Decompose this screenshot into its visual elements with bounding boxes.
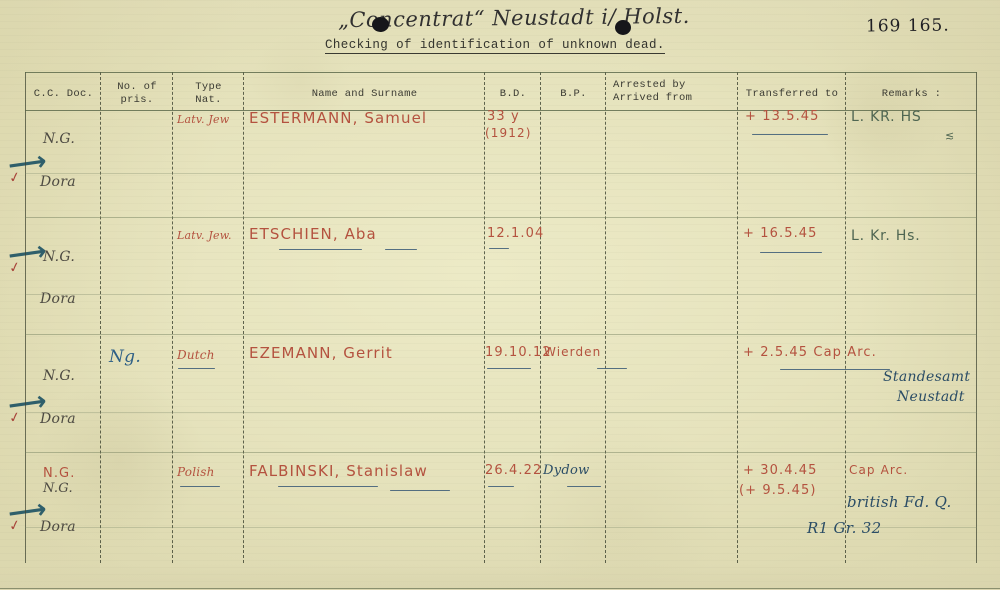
cell-remarks-line1: Standesamt <box>883 369 971 385</box>
column-divider-cc-doc <box>100 72 101 563</box>
column-divider-transferred <box>845 72 846 563</box>
underline-type-nat <box>178 368 215 369</box>
cell-cc-doc-value: N.G. <box>43 368 76 384</box>
column-divider-name <box>484 72 485 563</box>
underline-surname <box>278 486 378 487</box>
cell-cc-doc-value-red: N.G. <box>43 466 76 481</box>
cell-bd-age: 33 y <box>487 109 520 124</box>
cell-remarks-line2: british Fd. Q. <box>847 493 952 511</box>
table-header-bottom-rule <box>25 110 977 111</box>
records-table: C.C. Doc. No. of pris. Type Nat. Name an… <box>25 72 977 563</box>
table-border-left <box>25 72 26 563</box>
cell-transferred-line1: + 30.4.45 <box>743 463 818 478</box>
column-header-cc-doc: C.C. Doc. <box>33 88 94 100</box>
row-divider-2 <box>25 334 977 335</box>
cell-bd: 26.4.22 <box>485 463 543 478</box>
cell-remarks: L. KR. HS <box>851 109 922 125</box>
underline-type-nat <box>180 486 220 487</box>
cell-type-nat: Dutch <box>177 348 215 362</box>
column-header-bd: B.D. <box>499 88 527 100</box>
column-divider-bp <box>605 72 606 563</box>
cell-transferred-to: + 2.5.45 Cap Arc. <box>743 345 877 360</box>
ink-blot-icon <box>372 17 389 32</box>
table-header-top-rule <box>25 72 977 73</box>
cell-cc-doc-value-pencil: N.G. <box>43 481 73 496</box>
cell-type-nat: Latv. Jew. <box>177 229 232 242</box>
underline-surname <box>279 249 362 250</box>
column-header-transferred-to: Transferred to <box>745 88 839 100</box>
cell-remarks-mark: ≲ <box>945 129 956 142</box>
cell-no-pris: Ng. <box>109 347 142 367</box>
cell-remarks-line2: Neustadt <box>897 389 965 405</box>
row-subrule-2 <box>25 294 977 295</box>
underline-transferred <box>760 252 822 253</box>
underline-bd <box>487 368 531 369</box>
cell-remarks-line1: Cap Arc. <box>849 463 909 477</box>
underline-bd <box>489 248 509 249</box>
column-header-bp: B.P. <box>560 88 587 100</box>
cell-bd: 19.10.12 <box>485 345 552 360</box>
underline-firstname <box>385 249 417 250</box>
cell-cc-doc-camp: Dora <box>40 411 76 427</box>
column-divider-type-nat <box>243 72 244 563</box>
underline-transferred <box>780 369 890 370</box>
underline-bp <box>597 368 627 369</box>
row-subrule-4 <box>25 527 977 528</box>
cell-transferred-to: + 16.5.45 <box>743 226 818 241</box>
cell-name-surname: FALBINSKI, Stanislaw <box>249 462 428 480</box>
cell-type-nat: Polish <box>177 465 215 479</box>
cell-cc-doc-value: N.G. <box>43 131 76 147</box>
row-divider-1 <box>25 217 977 218</box>
cell-cc-doc-camp: Dora <box>40 291 76 307</box>
cell-remarks-line3: R1 Gr. 32 <box>807 519 882 537</box>
column-divider-no-pris <box>172 72 173 563</box>
document-header: „Concentrat“ Neustadt i/ Holst. Checking… <box>0 0 1000 66</box>
column-divider-bd <box>540 72 541 563</box>
cell-name-surname: EZEMANN, Gerrit <box>249 344 393 362</box>
cell-remarks: L. Kr. Hs. <box>851 228 921 244</box>
ink-blot-icon <box>615 20 631 35</box>
column-header-remarks: Remarks : <box>881 88 942 100</box>
cell-bp: Dydow <box>543 463 590 478</box>
cell-bd: 12.1.04 <box>487 226 545 241</box>
cell-name-surname: ETSCHIEN, Aba <box>249 225 377 243</box>
column-header-no-pris: No. of pris. <box>117 81 157 106</box>
typed-subtitle: Checking of identification of unknown de… <box>325 38 665 54</box>
column-header-name-surname: Name and Surname <box>311 88 418 100</box>
cell-cc-doc-value: N.G. <box>43 249 76 265</box>
cell-bd-year: (1912) <box>485 126 532 140</box>
column-header-arrested-arrived: Arrested by Arrived from <box>613 79 693 104</box>
page-number: 169 165. <box>865 15 950 37</box>
row-divider-3 <box>25 452 977 453</box>
handwritten-header: „Concentrat“ Neustadt i/ Holst. <box>337 3 690 33</box>
column-header-type-nat: Type Nat. <box>195 81 222 106</box>
page-bottom-shading <box>0 564 1000 590</box>
table-border-right <box>976 72 977 563</box>
cell-bp: Wierden <box>544 345 602 359</box>
page-bottom-rule <box>0 588 1000 589</box>
cell-transferred-to: + 13.5.45 <box>745 109 820 124</box>
cell-type-nat: Latv. Jew <box>177 113 230 126</box>
cell-cc-doc-camp: Dora <box>40 174 76 190</box>
cell-name-surname: ESTERMANN, Samuel <box>249 109 428 127</box>
row-subrule-3 <box>25 412 977 413</box>
cell-transferred-line2: (+ 9.5.45) <box>739 483 817 498</box>
row-subrule-1 <box>25 173 977 174</box>
underline-bd <box>488 486 514 487</box>
cell-cc-doc-camp: Dora <box>40 519 76 535</box>
underline-bp <box>567 486 601 487</box>
underline-firstname <box>390 490 450 491</box>
column-divider-arrested <box>737 72 738 563</box>
underline-transferred <box>752 134 828 135</box>
